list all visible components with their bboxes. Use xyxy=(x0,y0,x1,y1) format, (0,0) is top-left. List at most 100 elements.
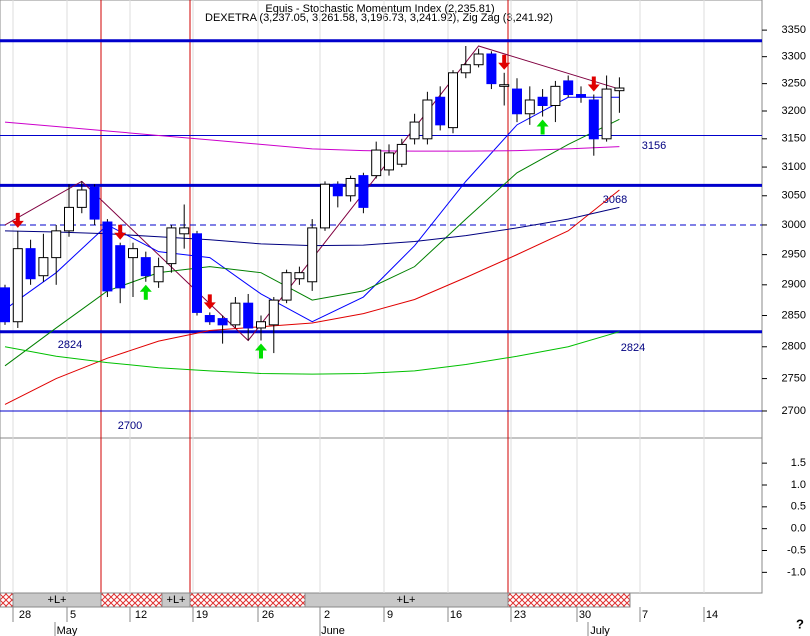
candle-body xyxy=(115,245,126,289)
candle-body xyxy=(486,53,497,85)
buy-arrow xyxy=(139,284,152,300)
strip-label: +L+ xyxy=(397,594,416,606)
y-tick-label: 3350 xyxy=(782,24,806,36)
chart-subtitle: DEXETRA (3,237.05, 3,261.58, 3,196.73, 3… xyxy=(205,12,553,24)
x-tick-label: 9 xyxy=(387,609,393,621)
candle-body xyxy=(537,96,548,106)
candle-body xyxy=(281,272,292,301)
y-tick-label: 3000 xyxy=(782,219,806,231)
x-tick-label: 19 xyxy=(196,609,208,621)
candle-body xyxy=(89,186,100,220)
candle-body xyxy=(102,221,113,292)
indicator-line xyxy=(4,331,620,375)
x-tick-label: 28 xyxy=(19,609,31,621)
candle-body xyxy=(371,149,382,177)
candle-body xyxy=(512,88,522,115)
candle-body xyxy=(307,227,318,283)
x-tick-label: 7 xyxy=(642,609,648,621)
candle-body xyxy=(550,85,561,106)
x-tick-label: 12 xyxy=(135,609,147,621)
y-tick-label: 2900 xyxy=(782,279,806,291)
candle-body xyxy=(435,96,446,126)
x-tick-label: 5 xyxy=(70,609,76,621)
candle-body xyxy=(332,183,343,197)
y-tick-label: 0.5 xyxy=(791,501,806,513)
candle-body xyxy=(140,257,151,277)
candle-body xyxy=(0,287,10,323)
y-tick-label: 1.0 xyxy=(791,479,806,491)
y-tick-label: 3200 xyxy=(782,105,806,117)
chart-title: Equis - Stochastic Momentum Index (2,235… xyxy=(265,3,494,15)
indicator-line xyxy=(4,121,620,152)
x-tick-label: 16 xyxy=(450,609,462,621)
strip-segment xyxy=(507,592,631,608)
candle-body xyxy=(601,88,612,140)
y-tick-label: 2750 xyxy=(782,372,806,384)
candle-body xyxy=(563,80,574,96)
level-label: 2700 xyxy=(118,420,142,432)
level-label: 3068 xyxy=(603,194,627,206)
x-tick-label: 14 xyxy=(706,609,718,621)
month-label: May xyxy=(57,625,78,636)
x-tick-label: 26 xyxy=(262,609,274,621)
candle-body xyxy=(588,99,599,140)
candle-body xyxy=(217,318,228,326)
candle-body xyxy=(499,84,510,87)
sell-arrow xyxy=(203,294,216,310)
sell-arrow xyxy=(498,54,511,70)
y-tick-label: -1.0 xyxy=(787,566,806,578)
y-tick-label: 0.0 xyxy=(791,523,806,535)
y-tick-label: 3250 xyxy=(782,78,806,90)
sell-arrow xyxy=(587,76,600,92)
candle-body xyxy=(38,257,49,277)
candle-body xyxy=(473,53,484,66)
strip-segment xyxy=(0,592,14,608)
level-label: 2824 xyxy=(58,339,82,351)
y-tick-label: 2850 xyxy=(782,309,806,321)
candle-body xyxy=(409,121,420,140)
candle-body xyxy=(51,230,62,259)
y-tick-label: 1.5 xyxy=(791,457,806,469)
candle-body xyxy=(12,248,23,323)
x-tick-label: 30 xyxy=(579,609,591,621)
candle-body xyxy=(153,266,164,283)
sell-arrow xyxy=(114,224,127,240)
candle-body xyxy=(64,206,74,232)
candle-body xyxy=(614,87,625,92)
y-tick-label: 2700 xyxy=(782,405,806,417)
candle-body xyxy=(358,175,369,208)
candle-body xyxy=(396,143,407,165)
candle-body xyxy=(460,64,471,74)
candle-body xyxy=(179,227,190,235)
candle-body xyxy=(76,189,87,208)
y-tick-label: 3050 xyxy=(782,190,806,202)
x-tick-label: 2 xyxy=(324,609,330,621)
candle-body xyxy=(345,177,356,197)
candle-body xyxy=(576,94,586,98)
sell-arrow xyxy=(11,212,24,228)
y-tick-label: 2800 xyxy=(782,341,806,353)
y-tick-label: 3100 xyxy=(782,161,806,173)
strip-segment xyxy=(189,592,306,608)
level-label: 3156 xyxy=(642,140,666,152)
candle-body xyxy=(230,302,241,326)
candle-body xyxy=(294,272,305,280)
strip-label: +L+ xyxy=(167,594,186,606)
candle-body xyxy=(243,302,254,329)
y-tick-label: 3300 xyxy=(782,51,806,63)
y-tick-label: 3150 xyxy=(782,133,806,145)
indicator-line xyxy=(4,189,620,405)
candle-body xyxy=(204,315,215,323)
level-label: 2824 xyxy=(621,342,645,354)
candle-body xyxy=(128,248,138,259)
candle-body xyxy=(268,299,279,326)
candle-body xyxy=(192,233,202,313)
y-tick-label: 2950 xyxy=(782,249,806,261)
candle-body xyxy=(422,99,433,140)
buy-arrow xyxy=(255,343,267,359)
candle-body xyxy=(166,227,177,265)
help-mark[interactable]: ? xyxy=(796,616,804,631)
buy-arrow xyxy=(536,119,549,135)
x-tick-label: 23 xyxy=(514,609,526,621)
